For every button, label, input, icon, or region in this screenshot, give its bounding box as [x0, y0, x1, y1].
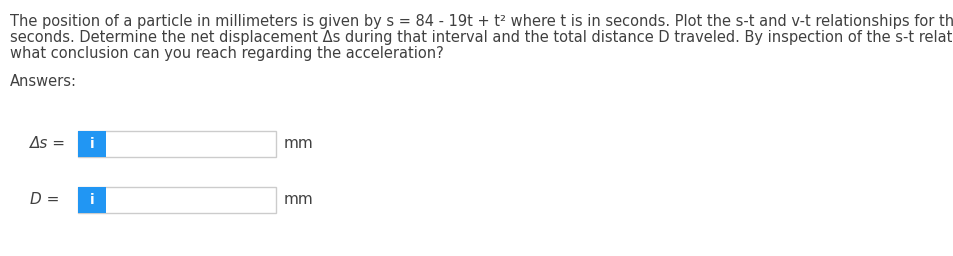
- Text: Δs =: Δs =: [30, 136, 66, 152]
- Text: mm: mm: [284, 193, 314, 208]
- FancyBboxPatch shape: [78, 187, 106, 213]
- Text: what conclusion can you reach regarding the acceleration?: what conclusion can you reach regarding …: [10, 46, 443, 61]
- Text: D =: D =: [30, 193, 59, 208]
- Text: Answers:: Answers:: [10, 74, 77, 89]
- FancyBboxPatch shape: [78, 131, 275, 157]
- FancyBboxPatch shape: [78, 187, 275, 213]
- Text: i: i: [90, 193, 94, 207]
- Text: The position of a particle in millimeters is given by s = 84 - 19t + t² where t : The position of a particle in millimeter…: [10, 14, 953, 29]
- Text: mm: mm: [284, 136, 314, 152]
- Text: seconds. Determine the net displacement Δs during that interval and the total di: seconds. Determine the net displacement …: [10, 30, 953, 45]
- FancyBboxPatch shape: [78, 131, 106, 157]
- Text: i: i: [90, 137, 94, 151]
